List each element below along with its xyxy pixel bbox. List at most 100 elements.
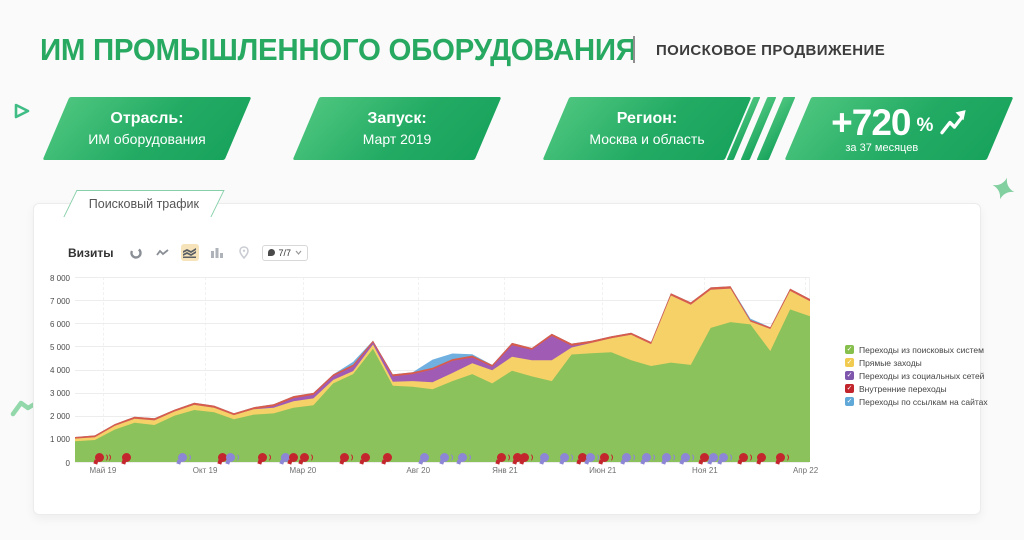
stacked-area-icon[interactable] bbox=[180, 244, 199, 261]
comment-echo-icon bbox=[462, 453, 471, 462]
comment-echo-icon bbox=[344, 453, 354, 462]
comment-echo-icon bbox=[182, 453, 191, 462]
page-title: ИМ ПРОМЫШЛЕННОГО ОБОРУДОВАНИЯ bbox=[40, 32, 637, 67]
legend-item-2[interactable]: ✓ Переходы из социальных сетей bbox=[845, 369, 988, 382]
comment-bubble-icon bbox=[540, 453, 550, 462]
legend-label: Прямые заходы bbox=[859, 357, 922, 368]
legend-checkbox: ✓ bbox=[845, 345, 854, 354]
y-tick-label: 6 000 bbox=[49, 319, 70, 329]
comment-echo-icon bbox=[666, 453, 676, 462]
bar-chart-icon[interactable] bbox=[208, 244, 226, 261]
y-tick-label: 8 000 bbox=[49, 273, 70, 283]
x-axis: Май 19 Окт 19 Мар 20 Авг 20 Янв 21 Июн 21 Ноя … bbox=[75, 466, 819, 478]
y-tick-label: 3 000 bbox=[49, 389, 70, 399]
x-tick-label: Окт 19 bbox=[192, 466, 218, 475]
legend-checkbox: ✓ bbox=[845, 397, 854, 406]
x-tick-label: Июн 21 bbox=[589, 466, 617, 475]
y-tick-label: 7 000 bbox=[49, 296, 70, 306]
comment-echo-icon bbox=[590, 453, 599, 462]
comment-echo-icon bbox=[626, 453, 635, 462]
chevron-down-icon bbox=[295, 250, 302, 255]
gridline bbox=[75, 323, 809, 325]
gridline bbox=[75, 277, 809, 278]
comment-bubble-icon bbox=[708, 453, 718, 462]
comment-bubble-icon bbox=[577, 453, 587, 462]
banner-launch-label: Запуск: bbox=[367, 110, 427, 127]
stacked-area-chart bbox=[75, 286, 810, 462]
comment-echo-icon bbox=[501, 453, 510, 462]
legend-label: Переходы из социальных сетей bbox=[859, 370, 985, 381]
comment-echo-icon bbox=[564, 453, 574, 462]
sparkle-icon bbox=[992, 177, 1015, 200]
traffic-tab[interactable]: Поисковый трафик bbox=[63, 190, 225, 217]
comment-bubble-icon bbox=[218, 453, 228, 462]
period-label: 7/7 bbox=[278, 247, 292, 258]
comments-period-dropdown[interactable]: 7/7 bbox=[261, 244, 309, 261]
legend-item-1[interactable]: ✓ Прямые заходы bbox=[845, 356, 988, 369]
legend-item-4[interactable]: ✓ Переходы по ссылкам на сайтах bbox=[845, 395, 988, 408]
kpi-value: +720 bbox=[831, 101, 911, 143]
y-tick-label: 4 000 bbox=[49, 366, 70, 375]
y-tick-label: 1 000 bbox=[49, 435, 70, 445]
growth-arrow-icon bbox=[940, 109, 966, 134]
banner-region-value: Москва и область bbox=[589, 130, 705, 147]
legend-label: Переходы по ссылкам на сайтах bbox=[859, 396, 988, 407]
kpi-percent-sign: % bbox=[916, 114, 934, 136]
y-tick-label: 0 bbox=[65, 458, 70, 468]
chart-plot bbox=[75, 277, 810, 463]
annotation-markers bbox=[75, 453, 810, 466]
banner-industry-value: ИМ оборудования bbox=[88, 130, 206, 147]
legend-item-0[interactable]: ✓ Переходы из поисковых систем bbox=[845, 343, 988, 356]
comment-echo-icon bbox=[646, 453, 655, 462]
legend-label: Внутренние переходы bbox=[859, 383, 947, 394]
comment-echo-icon bbox=[230, 453, 240, 462]
banner-region: Регион: Москва и область bbox=[542, 97, 752, 160]
gridline bbox=[75, 346, 809, 348]
map-pin-icon[interactable] bbox=[235, 244, 253, 261]
legend-item-3[interactable]: ✓ Внутренние переходы bbox=[845, 382, 988, 395]
comment-echo-icon bbox=[524, 453, 534, 462]
comment-bubble-icon bbox=[757, 453, 767, 462]
comment-echo-icon bbox=[262, 453, 271, 462]
triangle-outline-icon bbox=[14, 103, 30, 119]
area-series-0 bbox=[75, 309, 810, 462]
comment-echo-icon bbox=[743, 453, 752, 462]
y-axis: 8 000 7 000 6 000 5 000 4 000 3 000 2 000 1 000… bbox=[34, 273, 70, 468]
legend-checkbox: ✓ bbox=[845, 358, 854, 367]
comment-bubble-icon bbox=[288, 453, 298, 462]
comment-echo-icon bbox=[780, 453, 790, 462]
line-chart-icon[interactable] bbox=[154, 244, 172, 261]
page-subtitle: ПОИСКОВОЕ ПРОДВИЖЕНИЕ bbox=[656, 42, 886, 59]
legend-label: Переходы из поисковых систем bbox=[859, 344, 984, 355]
banner-industry: Отрасль: ИМ оборудования bbox=[42, 97, 252, 160]
kpi-caption: за 37 месяцев bbox=[845, 141, 919, 154]
x-tick-label: Авг 20 bbox=[406, 466, 431, 475]
comment-bubble-icon bbox=[419, 453, 429, 462]
y-tick-label: 2 000 bbox=[49, 412, 70, 422]
comment-echo-icon bbox=[304, 453, 313, 462]
chart-toolbar: Визиты 7/7 bbox=[68, 244, 309, 261]
x-tick-label: Ноя 21 bbox=[692, 466, 718, 475]
legend-checkbox: ✓ bbox=[845, 371, 854, 380]
comment-echo-icon bbox=[102, 453, 112, 462]
comment-echo-icon bbox=[444, 453, 454, 462]
comment-echo-icon bbox=[723, 453, 732, 462]
comment-icon bbox=[267, 249, 275, 256]
y-tick-label: 5 000 bbox=[49, 342, 70, 352]
pie-chart-icon[interactable] bbox=[127, 244, 145, 261]
banner-industry-label: Отрасль: bbox=[110, 110, 184, 127]
legend-checkbox: ✓ bbox=[845, 384, 854, 393]
comment-bubble-icon bbox=[360, 453, 370, 462]
x-tick-label: Май 19 bbox=[89, 466, 117, 475]
comment-echo-icon bbox=[604, 453, 613, 462]
traffic-tab-label: Поисковый трафик bbox=[88, 197, 199, 211]
kpi-banner: +720 % за 37 месяцев bbox=[784, 97, 1014, 160]
x-tick-label: Янв 21 bbox=[492, 466, 518, 475]
banner-launch-value: Март 2019 bbox=[362, 130, 432, 147]
comment-bubble-icon bbox=[382, 453, 392, 462]
comment-bubble-icon bbox=[122, 453, 132, 462]
comment-echo-icon bbox=[685, 453, 694, 462]
x-tick-label: Мар 20 bbox=[289, 466, 317, 475]
gridline bbox=[75, 300, 809, 302]
